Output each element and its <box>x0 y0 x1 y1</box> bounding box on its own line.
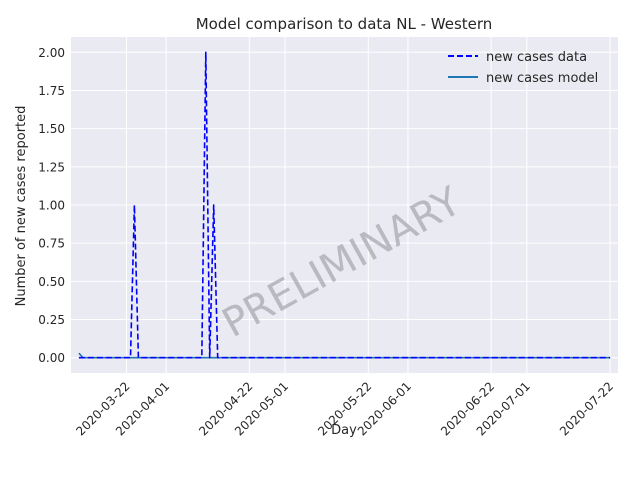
legend: new cases data new cases model <box>448 50 598 86</box>
y-axis-label: Number of new cases reported <box>14 106 29 307</box>
y-tick-label: 1.25 <box>38 160 65 174</box>
y-tick-label: 2.00 <box>38 46 65 60</box>
x-tick-label: 2020-07-22 <box>557 379 616 438</box>
x-axis-label: Day <box>331 423 357 438</box>
y-tick-label: 0.00 <box>38 351 65 365</box>
y-tick-label: 1.50 <box>38 122 65 136</box>
grid-lines <box>71 37 618 373</box>
series-lines <box>78 51 611 359</box>
y-tick-label: 0.25 <box>38 313 65 327</box>
data-series-line <box>78 51 611 359</box>
y-tick-label: 0.75 <box>38 237 65 251</box>
legend-model-label: new cases model <box>486 71 598 86</box>
chart-title: Model comparison to data NL - Western <box>196 15 493 33</box>
y-tick-label: 1.75 <box>38 84 65 98</box>
legend-data-label: new cases data <box>486 50 587 65</box>
y-tick-label: 1.00 <box>38 199 65 213</box>
y-tick-label: 0.50 <box>38 275 65 289</box>
